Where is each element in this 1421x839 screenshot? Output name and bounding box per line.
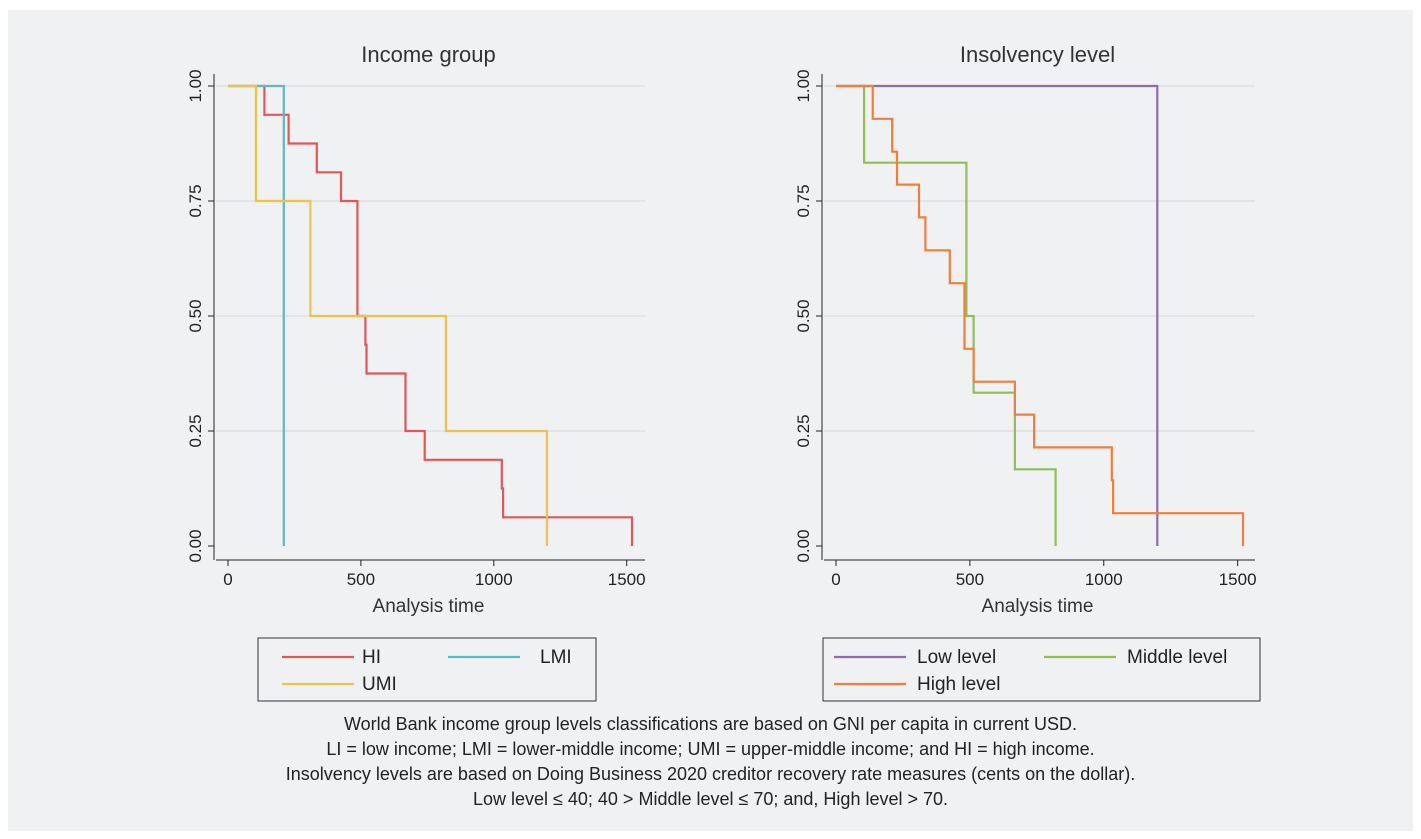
panel-2-series-middle-level: [836, 84, 1057, 546]
panel-2-legend-label-high-level: High level: [917, 674, 1000, 695]
panel-2-legend-label-low-level: Low level: [917, 647, 996, 668]
panel-2-y-tick-label-0: 0.00: [794, 529, 813, 562]
panel-2-y-tick-label-4: 1.00: [794, 69, 813, 102]
panel-1-legend-label-lmi: LMI: [540, 647, 572, 668]
panel-1-series-umi: [228, 84, 548, 546]
panel-2-x-axis-label: Analysis time: [982, 596, 1094, 617]
panel-1-y-tick-label-0: 0.00: [186, 529, 205, 562]
panel-2-y-tick-label-1: 0.25: [794, 414, 813, 447]
panel-2-x-tick-label-0: 0: [831, 570, 840, 589]
panel-1-x-tick-label-2: 1000: [475, 570, 513, 589]
panel-1-y-tick-label-2: 0.50: [186, 299, 205, 332]
panel-2-series-high-level: [836, 84, 1245, 546]
panel-1-series-hi: [228, 84, 634, 546]
panel-1-x-tick-label-0: 0: [223, 570, 232, 589]
footnote-line-2: LI = low income; LMI = lower-middle inco…: [326, 739, 1095, 759]
panel-2-x-tick-label-1: 500: [956, 570, 984, 589]
panel-1-legend-box: [257, 637, 597, 702]
panel-1-x-axis-label: Analysis time: [373, 596, 485, 617]
panel-1-legend-label-umi: UMI: [362, 674, 397, 695]
panel-1-y-tick-label-1: 0.25: [186, 414, 205, 447]
panel-1-y-tick-label-4: 1.00: [186, 69, 205, 102]
panel-2-legend-label-middle-level: Middle level: [1127, 647, 1227, 668]
panel-2-x-tick-label-3: 1500: [1219, 570, 1257, 589]
figure-background: [8, 10, 1413, 831]
panel-2-y-tick-label-3: 0.75: [794, 184, 813, 217]
footnote-line-4: Low level ≤ 40; 40 > Middle level ≤ 70; …: [472, 789, 949, 809]
panel-1-x-tick-label-1: 500: [347, 570, 375, 589]
panel-2-series-low-level: [836, 84, 1159, 546]
panel-1-legend-label-hi: HI: [362, 647, 381, 668]
panel-1-x-tick-label-3: 1500: [608, 570, 646, 589]
panel-1-y-tick-label-3: 0.75: [186, 184, 205, 217]
panel-2-legend-box: [822, 637, 1261, 702]
panel-2-title: Insolvency level: [960, 42, 1115, 67]
footnote-line-3: Insolvency levels are based on Doing Bus…: [285, 764, 1136, 784]
footnote-line-1: World Bank income group levels classific…: [343, 714, 1077, 734]
panel-1-title: Income group: [361, 42, 496, 67]
panel-2-y-tick-label-2: 0.50: [794, 299, 813, 332]
panel-2-x-tick-label-2: 1000: [1085, 570, 1123, 589]
